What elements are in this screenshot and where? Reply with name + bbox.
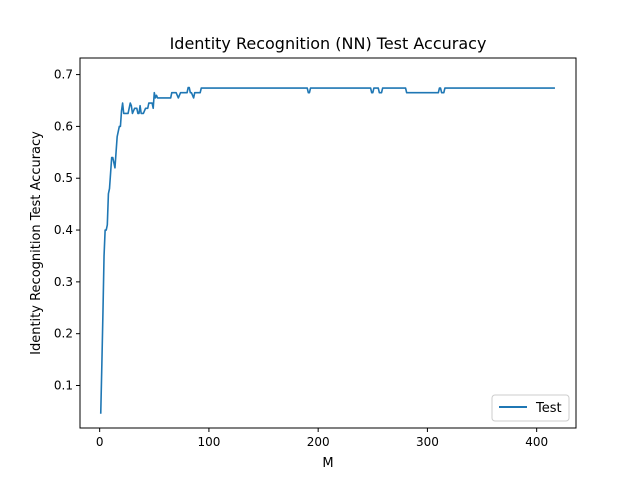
y-tick-label: 0.5 — [54, 171, 73, 185]
series-layer — [99, 86, 555, 414]
y-tick-label: 0.1 — [54, 379, 73, 393]
plot-frame — [79, 57, 577, 429]
y-tick-label: 0.4 — [54, 223, 73, 237]
x-axis-label: M — [322, 456, 333, 471]
y-axis-label: Identity Recognition Test Accuracy — [29, 131, 44, 355]
x-axis: 0 100 200 300 400 — [96, 428, 548, 449]
y-axis: 0.1 0.2 0.3 0.4 0.5 0.6 0.7 — [54, 68, 80, 393]
y-tick-label: 0.2 — [54, 327, 73, 341]
x-tick-label: 100 — [197, 435, 220, 449]
legend: Test — [491, 394, 570, 422]
x-tick-label: 400 — [525, 435, 548, 449]
y-tick-label: 0.6 — [54, 119, 73, 133]
legend-box — [491, 394, 570, 422]
chart-title: Identity Recognition (NN) Test Accuracy — [170, 34, 487, 53]
y-tick-label: 0.3 — [54, 275, 73, 289]
plot-area: 0 100 200 300 400 0.1 0.2 0.3 0.4 0.5 0.6 0.7 — [54, 57, 577, 449]
series-line-test — [99, 86, 555, 414]
y-tick-label: 0.7 — [54, 68, 73, 82]
x-tick-label: 300 — [416, 435, 439, 449]
x-tick-label: 200 — [307, 435, 330, 449]
legend-label-test: Test — [535, 401, 562, 416]
x-tick-label: 0 — [96, 435, 104, 449]
